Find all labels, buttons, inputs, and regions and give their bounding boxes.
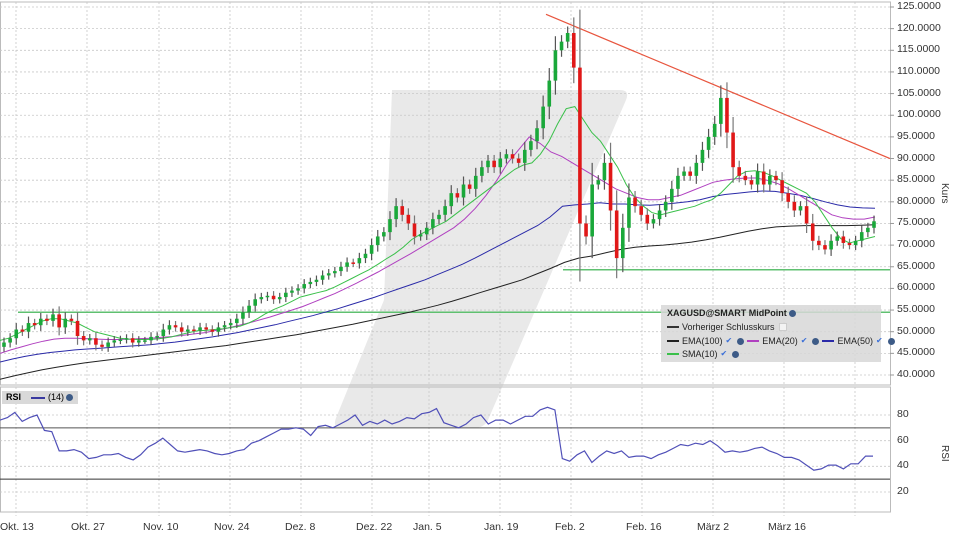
checkmark-icon[interactable]: ✔: [720, 349, 728, 358]
price-axis-title: Kurs: [939, 183, 950, 204]
rsi-legend: RSI (14): [2, 391, 78, 404]
price-tick-label: 55.0000: [897, 303, 935, 316]
globe-icon[interactable]: [66, 394, 74, 401]
date-tick-label: Nov. 10: [143, 521, 179, 533]
globe-icon[interactable]: [732, 350, 740, 358]
rsi-tick-label: 80: [897, 408, 909, 420]
price-tick-label: 125.0000: [897, 0, 941, 12]
price-tick-label: 60.0000: [897, 281, 935, 294]
price-tick-label: 85.0000: [897, 173, 935, 186]
price-tick-label: 100.0000: [897, 108, 941, 121]
dashed-line-swatch: [667, 326, 679, 328]
legend-ema100-label: EMA(100): [682, 336, 723, 346]
price-tick-label: 120.0000: [897, 21, 941, 34]
rsi-legend-period: (14): [48, 392, 65, 402]
price-tick-label: 40.0000: [897, 368, 935, 380]
legend-prev-close: Vorheriger Schlusskurs: [667, 321, 787, 333]
rsi-tick-label: 60: [897, 433, 909, 446]
date-tick-label: März 16: [768, 521, 806, 533]
date-tick-label: Jan. 5: [413, 521, 442, 533]
checkbox-icon[interactable]: [778, 323, 787, 331]
price-tick-label: 80.0000: [897, 194, 935, 207]
ema50-swatch: [822, 340, 835, 342]
checkmark-icon[interactable]: ✔: [725, 336, 733, 345]
main-legend: XAGUSD@SMART MidPoint Vorheriger Schluss…: [661, 305, 895, 362]
price-tick-label: 70.0000: [897, 238, 935, 251]
date-tick-label: März 2: [697, 521, 730, 533]
date-tick-label: Jan. 19: [484, 521, 519, 533]
rsi-legend-label: RSI: [6, 392, 22, 402]
date-tick-label: Feb. 2: [555, 521, 585, 533]
legend-prev-close-label: Vorheriger Schlusskurs: [682, 322, 775, 332]
globe-icon[interactable]: [788, 309, 796, 317]
date-tick-label: Dez. 8: [285, 521, 316, 533]
ema20-swatch: [747, 340, 760, 342]
rsi-tick-label: 20: [897, 485, 909, 497]
date-tick-label: Nov. 24: [214, 521, 250, 533]
price-tick-label: 50.0000: [897, 324, 935, 337]
legend-title-row: XAGUSD@SMART MidPoint: [667, 307, 799, 319]
date-tick-label: Okt. 13: [0, 521, 34, 533]
legend-sma10-label: SMA(10): [682, 349, 718, 359]
checkmark-icon[interactable]: ✔: [800, 336, 808, 345]
date-tick-label: Feb. 16: [626, 521, 662, 533]
price-tick-label: 45.0000: [897, 346, 935, 359]
ema100-swatch: [667, 340, 679, 342]
legend-ma-row: EMA(100) ✔ EMA(20) ✔ EMA(50) ✔: [667, 335, 898, 347]
globe-icon[interactable]: [812, 337, 820, 345]
price-tick-label: 95.0000: [897, 129, 935, 142]
legend-title: XAGUSD@SMART MidPoint: [667, 308, 787, 318]
price-tick-label: 90.0000: [897, 151, 935, 164]
price-tick-label: 105.0000: [897, 86, 941, 99]
price-tick-label: 65.0000: [897, 259, 935, 272]
rsi-swatch: [31, 396, 46, 399]
date-tick-label: Okt. 27: [71, 521, 105, 533]
legend-sma-row: SMA(10) ✔: [667, 348, 742, 360]
globe-icon[interactable]: [737, 337, 745, 345]
rsi-tick-label: 40: [897, 459, 909, 472]
rsi-axis-title: RSI: [939, 445, 950, 462]
date-tick-label: Dez. 22: [356, 521, 393, 533]
price-tick-label: 75.0000: [897, 216, 935, 229]
sma10-swatch: [667, 353, 679, 355]
legend-ema20-label: EMA(20): [762, 336, 798, 346]
checkmark-icon[interactable]: ✔: [875, 336, 883, 345]
price-tick-label: 110.0000: [897, 64, 941, 77]
price-tick-label: 115.0000: [897, 43, 941, 56]
globe-icon[interactable]: [887, 337, 895, 345]
legend-ema50-label: EMA(50): [837, 336, 873, 346]
